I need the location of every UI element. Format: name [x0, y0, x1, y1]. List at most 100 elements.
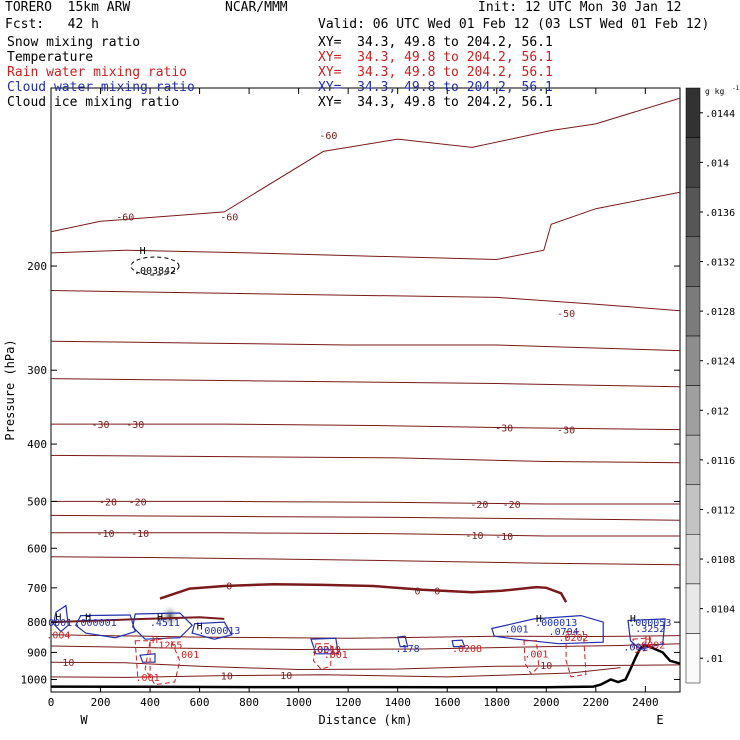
rain-water-label: .001 — [175, 650, 199, 661]
rain-water-label: H — [645, 635, 651, 646]
isotherm-line — [50, 97, 681, 233]
colorbar-cell — [685, 583, 701, 634]
temperature-label: -10 — [465, 531, 483, 542]
y-tick-label: 1000 — [21, 673, 48, 686]
x-tick-label: 1800 — [483, 696, 510, 709]
colorbar-tick-label: .0132 — [705, 258, 735, 269]
y-tick-label: 200 — [27, 260, 47, 273]
colorbar-tick-label: .0108 — [705, 555, 735, 566]
org-title: NCAR/MMM — [225, 0, 288, 15]
cloud-water-label: H — [536, 614, 542, 625]
cloud-water-label: H — [630, 614, 636, 625]
x-tick-label: 600 — [190, 696, 210, 709]
y-tick-label: 300 — [27, 364, 47, 377]
cloud-water-contour — [132, 612, 194, 640]
isotherm-line — [50, 667, 621, 678]
temperature-label: -20 — [99, 497, 117, 508]
colorbar-cell — [685, 186, 701, 238]
temperature-label: -30 — [557, 426, 575, 437]
xy-cloud-ice: XY= 34.3, 49.8 to 204.2, 56.1 — [318, 95, 553, 110]
rain-water-contour — [134, 640, 151, 678]
isotherm-line — [50, 634, 681, 639]
field-cloud-ice: Cloud ice mixing ratio — [7, 95, 180, 110]
temperature-label: -60 — [220, 213, 238, 224]
temperature-label: -60 — [116, 213, 134, 224]
colorbar-tick-label: .0144 — [705, 109, 735, 120]
temperature-label: -20 — [129, 497, 147, 508]
cloud-water-label: .001 — [505, 624, 529, 635]
colorbar-tick-label: .014 — [705, 158, 729, 169]
y-tick-label: 700 — [27, 582, 47, 595]
cloud-water-label: H — [55, 612, 61, 623]
x-axis-label: Distance (km) — [319, 713, 413, 727]
temperature-label: -30 — [91, 420, 109, 431]
colorbar-cell — [685, 335, 701, 386]
isotherm-line — [50, 514, 681, 521]
temperature-label: 10 — [221, 672, 233, 683]
isotherm-line — [50, 290, 681, 312]
rain-water-contour — [312, 643, 332, 670]
axes: 0 200 400 600 800 1000 1200 1400 1600 1800 2000 220… — [3, 88, 680, 727]
temperature-label: 0 — [414, 586, 420, 597]
freezing-level-lower — [50, 616, 225, 624]
model-title: TORERO 15km ARW — [5, 0, 131, 15]
cloud-water-contour — [191, 621, 233, 640]
x-tick-label: 1400 — [384, 696, 411, 709]
cloud-water-label: .3252 — [635, 624, 665, 635]
cloud-water-contour — [310, 637, 340, 655]
colorbar-tick-label: .0116 — [705, 456, 735, 467]
cloud-water-label: .000053 — [629, 618, 671, 629]
cloud-water-label: .000013 — [535, 618, 577, 629]
x-tick-label: 800 — [239, 696, 259, 709]
rain-water-label: .0092 — [635, 641, 665, 652]
cloud-water-label: H — [197, 621, 203, 632]
colorbar-tick-label: .0128 — [705, 307, 735, 318]
temperature-label: -50 — [557, 309, 575, 320]
temperature-label: -20 — [470, 500, 488, 511]
x-tick-label: 2200 — [583, 696, 610, 709]
colorbar-tick-label: .0124 — [705, 357, 735, 368]
cloud-water-label: .001 — [623, 643, 647, 654]
rain-water-label: .001 — [324, 650, 348, 661]
xy-temperature: XY= 34.3, 49.8 to 204.2, 56.1 — [318, 50, 553, 65]
field-cloud-water: Cloud water mixing ratio — [7, 80, 195, 95]
colorbar-tick-label: .0112 — [705, 505, 735, 516]
rain-water-contour — [523, 640, 540, 676]
temperature-label: -60 — [319, 131, 337, 142]
isotherm-line — [50, 556, 681, 566]
cloud-ice-label: .003842 — [134, 266, 176, 277]
contour-labels: -60 -60 -60 -50 -30 -30 -30 -30 -20 -20 -20 -20 -10 -… — [42, 131, 671, 684]
colorbar-cell — [685, 236, 701, 287]
colorbar-cell — [685, 633, 701, 684]
plot-border — [50, 87, 681, 693]
cloud-water-label: .001 — [311, 645, 335, 656]
rain-water-label: .004 — [46, 631, 70, 642]
rain-water-label: .0249 — [311, 645, 341, 656]
colorbar-cell — [685, 484, 701, 535]
colorbar-unit: g kg — [705, 87, 724, 96]
cloud-water-contour — [396, 635, 409, 648]
colorbar-cell — [685, 137, 701, 188]
x-tick-label: 400 — [140, 696, 160, 709]
x-tick-label: 2000 — [533, 696, 560, 709]
colorbar-cell — [685, 87, 701, 138]
temperature-label: -20 — [503, 500, 521, 511]
colorbar-tick-label: .012 — [705, 406, 729, 417]
cloud-ice-contour — [130, 256, 180, 276]
rain-water-label: .001 — [524, 649, 548, 660]
temperature-label: -10 — [495, 532, 513, 543]
isotherm-line — [51, 500, 680, 505]
rain-water-contour — [632, 637, 651, 653]
colorbar-cell — [685, 534, 701, 585]
x-tick-label: 0 — [48, 696, 55, 709]
plot-frame — [50, 87, 681, 693]
rain-water-label: .0202 — [558, 633, 588, 644]
y-tick-label: 500 — [27, 495, 47, 508]
temperature-label: -30 — [495, 424, 513, 435]
colorbar: .01 .0104 .0108 .0112 .0116 .012 .0124 .0128 .01… — [685, 85, 740, 684]
y-tick-label: 600 — [27, 542, 47, 555]
isotherm-line — [50, 191, 681, 261]
cloud-water-label: .4511 — [150, 618, 180, 629]
isotherm-line — [50, 661, 681, 671]
x-tick-label: 1000 — [285, 696, 312, 709]
